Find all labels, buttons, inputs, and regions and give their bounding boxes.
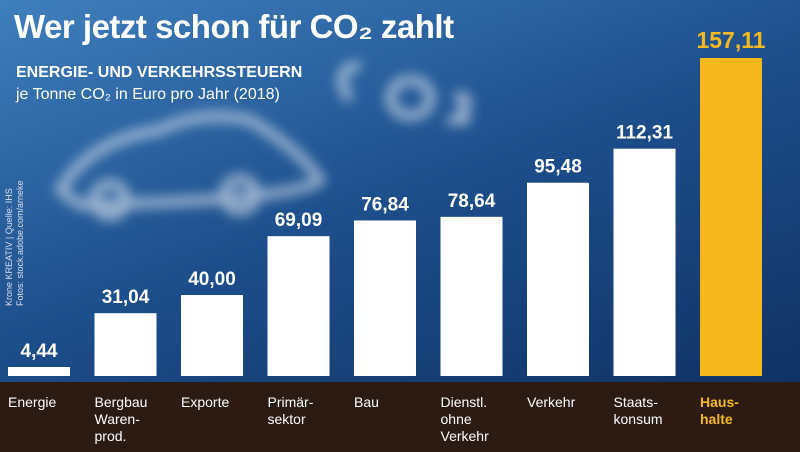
subtitle: ENERGIE- UND VERKEHRSSTEUERN xyxy=(16,64,303,81)
x-tick-label: Bau xyxy=(354,394,379,410)
value-label: 78,64 xyxy=(448,191,496,212)
x-tick-label: Verkehr xyxy=(527,394,576,410)
bar xyxy=(267,236,330,376)
x-tick-label: Staats- konsum xyxy=(613,394,663,427)
value-label: 157,11 xyxy=(696,27,765,53)
bar xyxy=(527,182,589,376)
bar xyxy=(700,58,762,376)
bar xyxy=(8,367,70,376)
bar xyxy=(354,220,416,376)
x-tick-label: Exporte xyxy=(181,394,230,410)
x-tick-label: Energie xyxy=(8,394,57,410)
bar xyxy=(94,313,157,376)
x-tick-label: Haus- halte xyxy=(700,394,739,427)
chart-title: Wer jetzt schon für CO₂ zahlt xyxy=(14,8,454,45)
value-label: 4,44 xyxy=(21,341,58,362)
x-tick-label: Dienstl. ohne Verkehr xyxy=(440,394,489,444)
x-tick-label: Primär- sektor xyxy=(267,394,314,427)
unit-note: je Tonne CO₂ in Euro pro Jahr (2018) xyxy=(16,86,280,103)
source-line: Fotos: stock.adobe.com/arneke xyxy=(15,180,25,306)
bar xyxy=(181,295,243,376)
value-label: 31,04 xyxy=(102,287,150,308)
x-tick-label: Bergbau Waren- prod. xyxy=(94,394,148,444)
value-label: 69,09 xyxy=(275,210,323,231)
bar xyxy=(613,148,676,376)
value-label: 40,00 xyxy=(188,269,236,290)
source: Krone KREATIV | Quelle: IHS Fotos: stock… xyxy=(4,136,26,306)
value-label: 76,84 xyxy=(361,194,409,215)
cloud-decoration xyxy=(53,60,472,221)
footer-band xyxy=(0,382,800,452)
value-label: 95,48 xyxy=(534,157,582,178)
bar xyxy=(440,216,503,376)
value-label: 112,31 xyxy=(616,123,673,144)
source-line: Krone KREATIV | Quelle: IHS xyxy=(4,188,14,306)
